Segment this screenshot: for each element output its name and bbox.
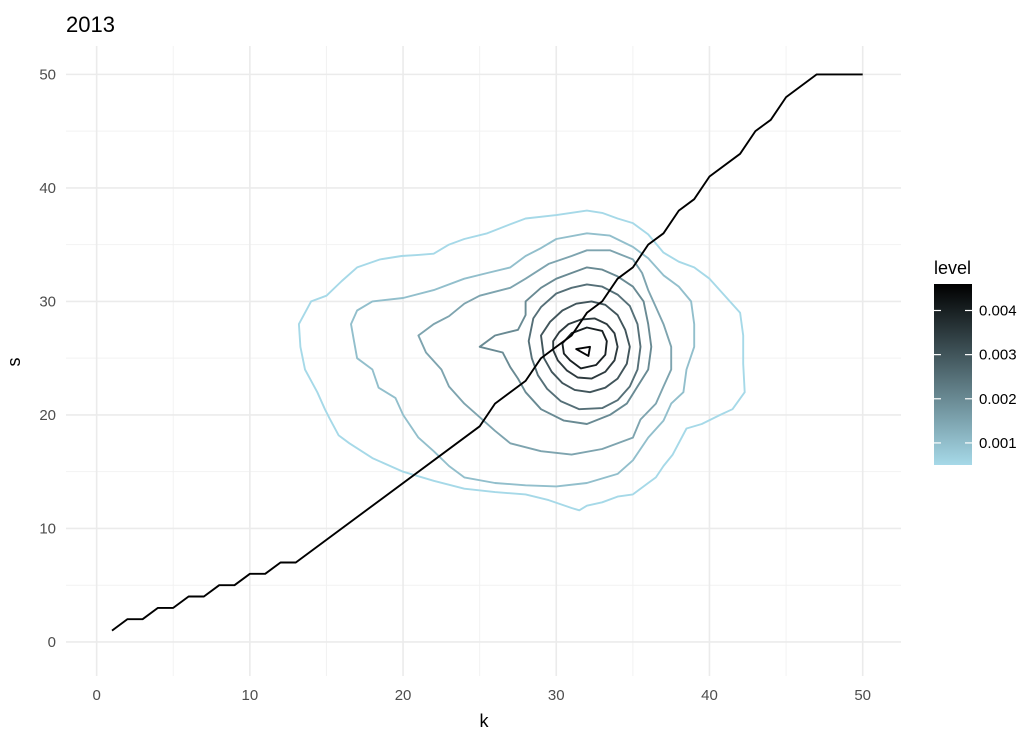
contour-line bbox=[478, 266, 653, 425]
x-tick-label: 10 bbox=[242, 687, 259, 704]
y-tick-label: 30 bbox=[39, 293, 56, 310]
legend-tick-label: 0.002 bbox=[979, 391, 1017, 408]
legend-tick-label: 0.003 bbox=[979, 347, 1017, 364]
legend-tick-label: 0.001 bbox=[979, 435, 1017, 452]
contour-line bbox=[350, 232, 696, 488]
y-tick-label: 20 bbox=[39, 407, 56, 424]
x-tick-label: 20 bbox=[395, 687, 412, 704]
contour-line bbox=[540, 300, 631, 394]
legend-title: level bbox=[934, 258, 971, 278]
grid bbox=[66, 46, 901, 676]
y-tick-label: 10 bbox=[39, 520, 56, 537]
legend-tick-label: 0.004 bbox=[979, 302, 1017, 319]
y-tick-label: 40 bbox=[39, 180, 56, 197]
x-axis-title: k bbox=[480, 711, 490, 731]
contour-line bbox=[552, 317, 619, 380]
x-tick-label: 30 bbox=[548, 687, 565, 704]
contour-line bbox=[417, 249, 673, 456]
legend-ticks: 0.001 0.002 0.003 0.004 bbox=[934, 302, 1017, 452]
y-tick-label: 50 bbox=[39, 66, 56, 83]
line-series bbox=[111, 73, 863, 632]
y-axis-title: s bbox=[4, 358, 24, 367]
series-line bbox=[111, 73, 863, 632]
density-contours bbox=[297, 209, 746, 512]
axis-ticks: 0 10 20 30 40 50 0 10 20 30 40 50 bbox=[39, 66, 871, 704]
legend: level 0.001 0.002 0.003 0.004 bbox=[934, 258, 1017, 465]
chart-title: 2013 bbox=[66, 12, 115, 37]
y-tick-label: 0 bbox=[48, 634, 56, 651]
contour-line bbox=[527, 283, 642, 411]
x-tick-label: 0 bbox=[92, 687, 100, 704]
legend-colorbar bbox=[934, 284, 972, 465]
contour-line bbox=[561, 326, 608, 370]
contour-line bbox=[575, 345, 591, 357]
x-tick-label: 50 bbox=[854, 687, 871, 704]
contour-line bbox=[297, 209, 746, 512]
x-tick-label: 40 bbox=[701, 687, 718, 704]
